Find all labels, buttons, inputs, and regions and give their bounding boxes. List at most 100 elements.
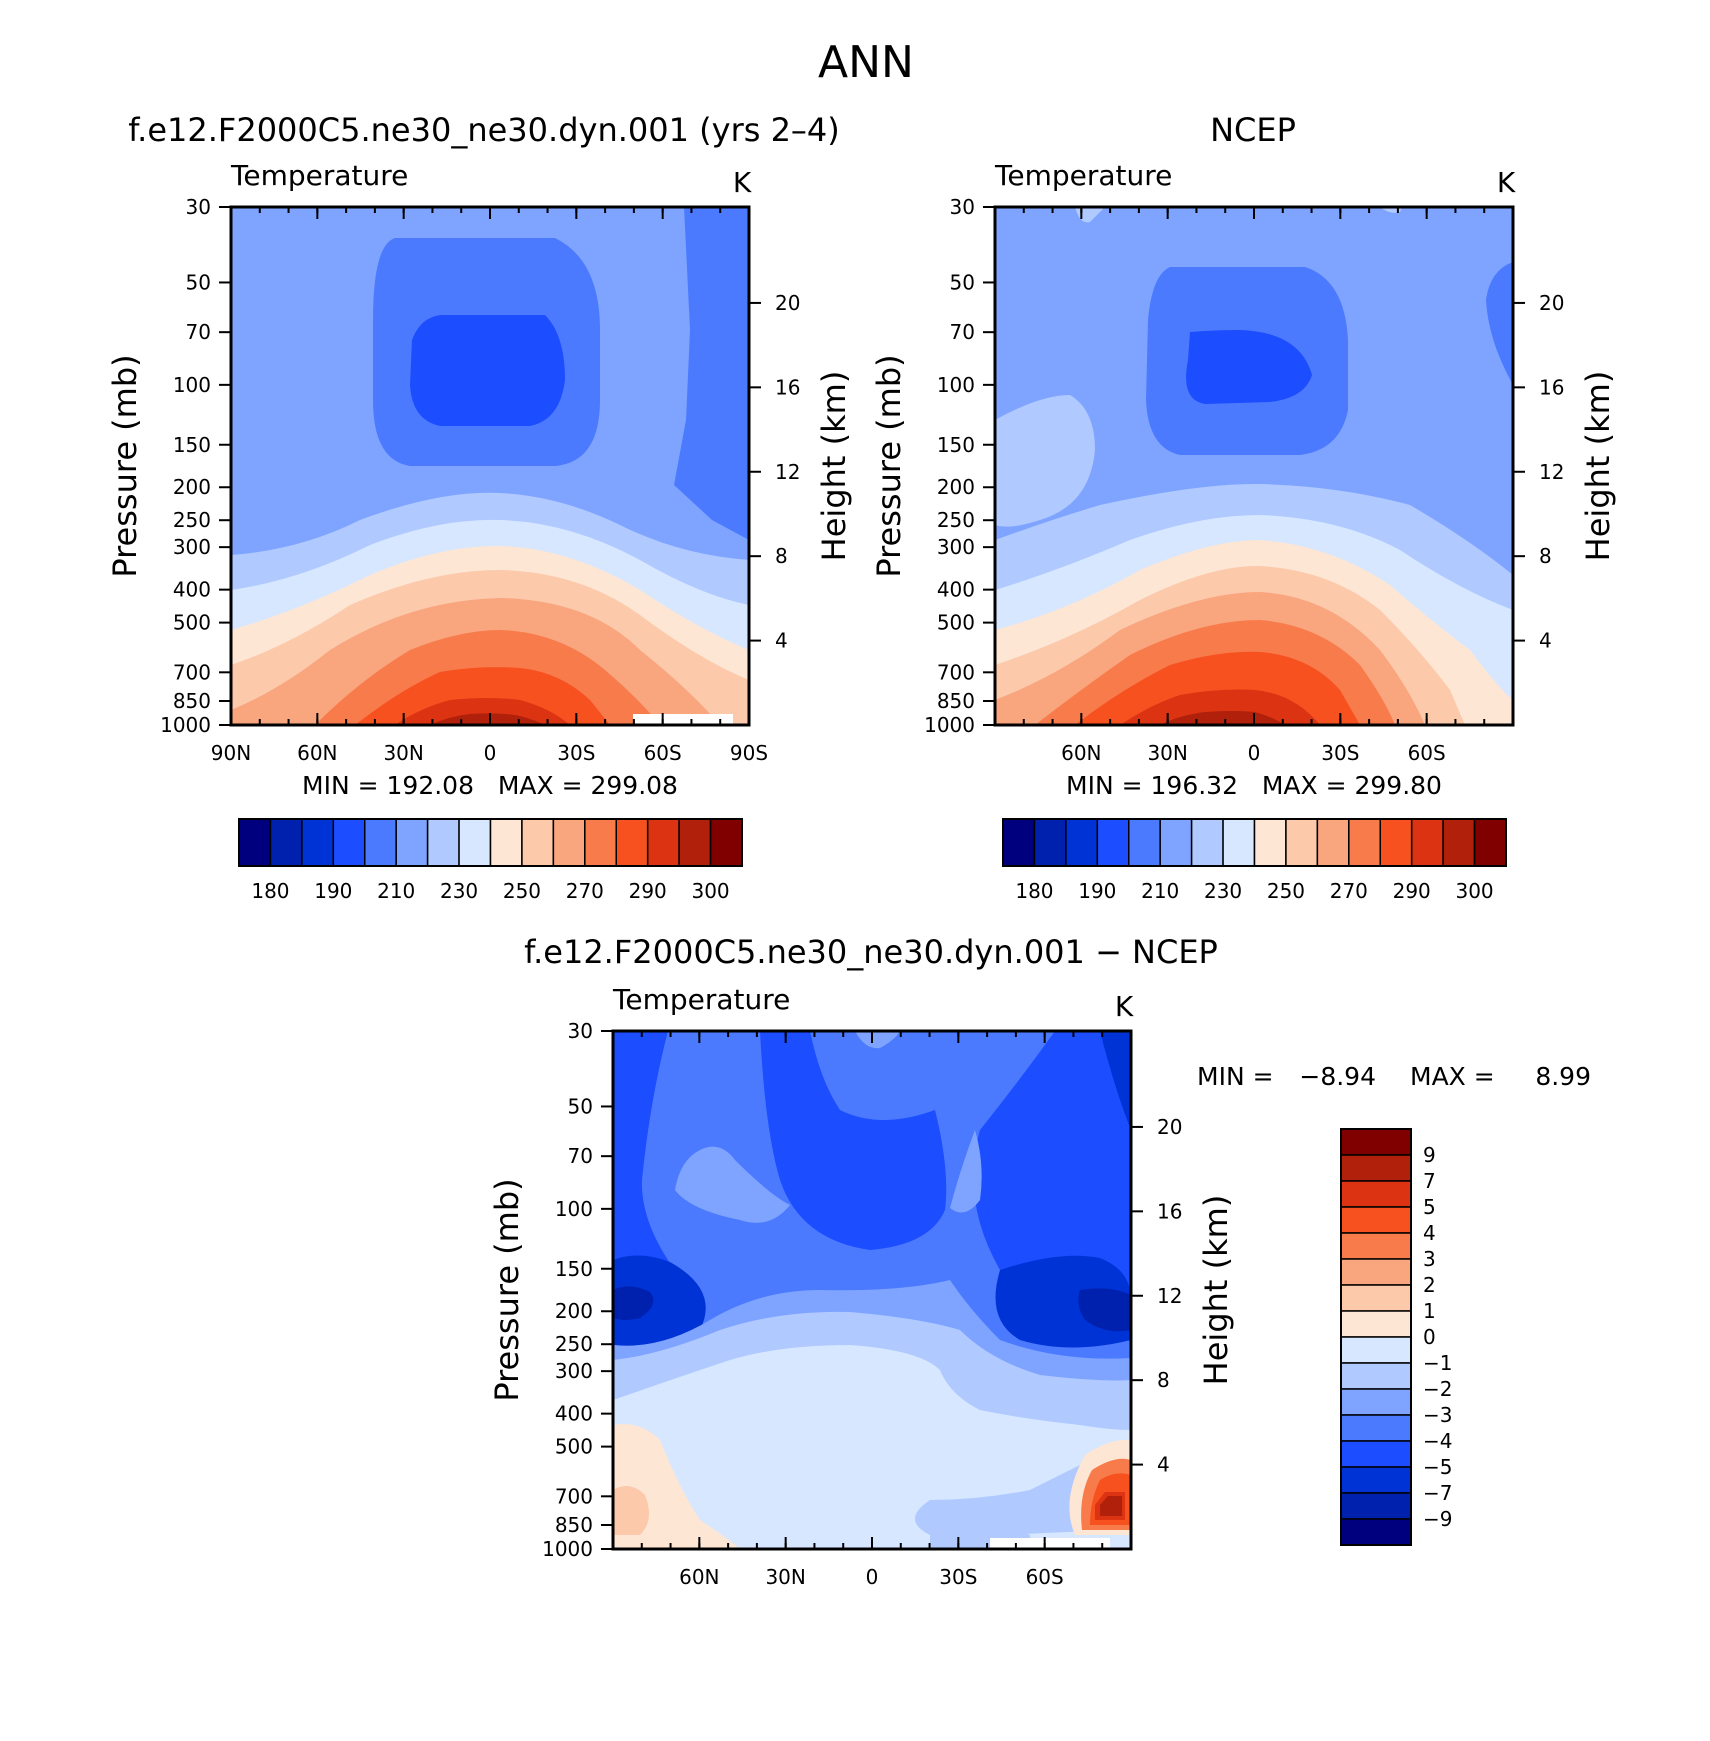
y2-tick-label: 16 — [1539, 375, 1564, 399]
y2-tick-label: 8 — [1539, 544, 1552, 568]
panel-model-contour-field — [231, 207, 749, 725]
colorbar-swatch — [489, 818, 523, 867]
y2-tick-label: 16 — [1157, 1199, 1182, 1223]
y-tick-label: 1000 — [160, 713, 211, 737]
x-tick-label: 0 — [1248, 741, 1261, 765]
colorbar-label: 0 — [1423, 1325, 1436, 1349]
y-tick-label: 400 — [555, 1402, 593, 1426]
colorbar-label: 270 — [566, 879, 604, 903]
colorbar-swatch — [1253, 818, 1287, 867]
colorbar-swatch — [1340, 1362, 1412, 1390]
x-tick-label: 0 — [866, 1565, 879, 1589]
colorbar-swatch — [1316, 818, 1350, 867]
colorbar-label: 7 — [1423, 1169, 1436, 1193]
colorbar-swatch — [1473, 818, 1507, 867]
y-tick-label: 50 — [950, 270, 975, 294]
y-tick-label: 250 — [555, 1332, 593, 1356]
colorbar-label: 190 — [1078, 879, 1116, 903]
colorbar-label: 250 — [1267, 879, 1305, 903]
y-tick-label: 400 — [937, 578, 975, 602]
y2-tick-label: 8 — [775, 544, 788, 568]
y-tick-label: 30 — [186, 195, 211, 219]
figure-title: ANN — [818, 37, 914, 88]
panel-ncep-unit-label: K — [1497, 166, 1516, 199]
panel-ncep-left-label: Temperature — [994, 159, 1172, 192]
y-tick-label: 70 — [950, 320, 975, 344]
panel-diff-stats-max-value: 8.99 — [1535, 1062, 1591, 1091]
x-tick-label: 30N — [383, 741, 423, 765]
panel-model-unit-label: K — [733, 166, 752, 199]
y-tick-label: 500 — [173, 611, 211, 635]
panel-diff-stats-min-value: −8.94 — [1299, 1062, 1376, 1091]
y-tick-label: 850 — [173, 689, 211, 713]
y2-tick-label: 20 — [1157, 1115, 1182, 1139]
colorbar-swatch — [1340, 1466, 1412, 1494]
panel-diff: f.e12.F2000C5.ne30_ne30.dyn.001 − NCEP T… — [488, 933, 1591, 1589]
panel-model-left-label: Temperature — [230, 159, 408, 192]
y2-tick-label: 16 — [775, 375, 800, 399]
colorbar-label: 3 — [1423, 1247, 1436, 1271]
colorbar-label: 300 — [691, 879, 729, 903]
colorbar-label: 270 — [1330, 879, 1368, 903]
y-tick-label: 700 — [937, 660, 975, 684]
x-tick-label: 90N — [211, 741, 251, 765]
panel-ncep-y-label: Pressure (mb) — [870, 354, 908, 577]
y2-tick-label: 8 — [1157, 1368, 1170, 1392]
y-tick-label: 300 — [173, 535, 211, 559]
panel-ncep-colorbar: 180 190 210 230 250 270 290 300 — [1002, 818, 1507, 903]
colorbar-swatch — [1379, 818, 1413, 867]
colorbar-swatch — [615, 818, 649, 867]
y-tick-label: 30 — [568, 1019, 593, 1043]
x-tick-label: 60S — [644, 741, 682, 765]
colorbar-swatch — [269, 818, 303, 867]
colorbar-label: 290 — [629, 879, 667, 903]
colorbar-label: 180 — [251, 879, 289, 903]
colorbar-swatch — [1340, 1310, 1412, 1338]
colorbar-label: −4 — [1423, 1429, 1452, 1453]
colorbar-swatch — [1065, 818, 1099, 867]
x-tick-label: 60N — [297, 741, 337, 765]
y-tick-label: 700 — [555, 1484, 593, 1508]
x-tick-label: 30S — [557, 741, 595, 765]
y-tick-label: 250 — [937, 508, 975, 532]
colorbar-swatch — [1096, 818, 1130, 867]
colorbar-swatch — [1159, 818, 1193, 867]
y2-tick-label: 12 — [1157, 1284, 1182, 1308]
colorbar-label: −3 — [1423, 1403, 1452, 1427]
colorbar-label: 5 — [1423, 1195, 1436, 1219]
y2-tick-label: 4 — [1157, 1453, 1170, 1477]
y-tick-label: 850 — [555, 1513, 593, 1537]
colorbar-swatch — [364, 818, 397, 867]
y-tick-label: 50 — [186, 270, 211, 294]
colorbar-swatch — [1340, 1180, 1412, 1208]
y-tick-label: 300 — [937, 535, 975, 559]
x-tick-label: 30S — [1321, 741, 1359, 765]
colorbar-label: −9 — [1423, 1507, 1452, 1531]
colorbar-swatch — [1410, 818, 1444, 867]
colorbar-swatch — [1340, 1336, 1412, 1364]
panel-model-title: f.e12.F2000C5.ne30_ne30.dyn.001 (yrs 2–4… — [128, 111, 840, 149]
panel-model-y2-label: Height (km) — [815, 371, 853, 562]
panel-ncep-title: NCEP — [1210, 111, 1296, 149]
colorbar-swatch — [395, 818, 429, 867]
panel-ncep-stats: MIN = 196.32 MAX = 299.80 — [1066, 771, 1442, 800]
colorbar-swatch — [1340, 1388, 1412, 1416]
panel-diff-contour-field — [613, 1031, 1131, 1549]
y-tick-label: 1000 — [924, 713, 975, 737]
colorbar-label: −2 — [1423, 1377, 1452, 1401]
colorbar-swatch — [1340, 1232, 1412, 1260]
colorbar-swatch — [521, 818, 555, 867]
y-tick-label: 1000 — [542, 1537, 593, 1561]
colorbar-swatch — [678, 818, 712, 867]
panel-diff-x-axis: 60N 30N 0 30S 60S — [612, 1031, 1132, 1589]
colorbar-label: 190 — [314, 879, 352, 903]
colorbar-swatch — [1190, 818, 1224, 867]
x-tick-label: 0 — [484, 741, 497, 765]
y-tick-label: 150 — [937, 433, 975, 457]
colorbar-frame — [238, 818, 743, 867]
colorbar-swatch — [1340, 1440, 1412, 1468]
panel-diff-y-label: Pressure (mb) — [488, 1178, 526, 1401]
y-tick-label: 100 — [555, 1197, 593, 1221]
